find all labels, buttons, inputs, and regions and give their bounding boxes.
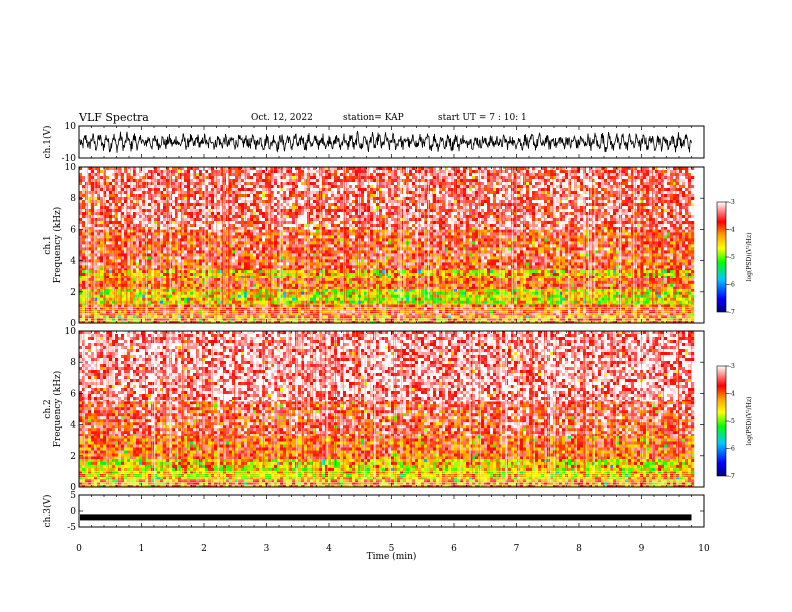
colorbar-tick-label: -7 xyxy=(729,309,735,316)
ch2-spectrogram-y-tick-label: 6 xyxy=(70,389,76,399)
ch1-spectrogram-y-tick-label: 4 xyxy=(70,257,76,267)
ch1-spectrogram-y-tick-label: 2 xyxy=(70,288,76,298)
ch1-spectrogram-y-label: ch.1 xyxy=(43,235,53,254)
ch2-spectrogram-cells xyxy=(79,331,695,488)
colorbar-tick-label: -7 xyxy=(729,473,735,480)
x-tick-label: 3 xyxy=(264,544,270,554)
ch2-spectrogram-y-tick-label: 10 xyxy=(65,327,77,337)
ch3-waveform-y-tick-label: 5 xyxy=(70,491,76,501)
x-tick-label: 9 xyxy=(639,544,645,554)
colorbar-tick-label: -6 xyxy=(729,446,735,453)
ch1-spectrogram-cells xyxy=(79,167,695,324)
colorbar-tick-label: -5 xyxy=(729,254,735,261)
x-tick-label: 2 xyxy=(201,544,207,554)
x-tick-label: 0 xyxy=(76,544,82,554)
ch3-waveform-y-tick-label: -5 xyxy=(67,523,76,533)
ch1-waveform-y-tick-label: -10 xyxy=(62,154,77,164)
ch3-waveform-y-label: ch.3(V) xyxy=(42,495,53,528)
ch3-waveform-trace xyxy=(80,514,692,521)
ch1-spectrogram-y-tick-label: 8 xyxy=(70,194,76,204)
ch1-spectrogram-colorbar-label: log(PSD)(V²/Hz) xyxy=(746,233,753,282)
colorbar-tick-label: -4 xyxy=(729,391,735,398)
ch1-waveform-y-tick-label: 10 xyxy=(65,122,77,132)
ch2-spectrogram-y-tick-label: 4 xyxy=(70,421,76,431)
ch2-spectrogram-colorbar xyxy=(716,365,727,477)
start-time-label: start UT = 7 : 10: 1 xyxy=(438,113,527,123)
figure-title: VLF Spectra xyxy=(79,111,149,124)
x-tick-label: 5 xyxy=(389,544,395,554)
station-label: station= KAP xyxy=(343,113,404,123)
x-tick-label: 10 xyxy=(698,544,710,554)
x-tick-label: 1 xyxy=(139,544,145,554)
x-tick-label: 8 xyxy=(576,544,582,554)
ch3-waveform-y-tick-label: 0 xyxy=(70,507,76,517)
ch2-spectrogram-streaks xyxy=(83,331,692,487)
ch2-spectrogram-y-tick-label: 2 xyxy=(70,452,76,462)
x-tick-label: 7 xyxy=(514,544,520,554)
colorbar-tick-label: -6 xyxy=(729,282,735,289)
ch1-spectrogram-y-tick-label: 6 xyxy=(70,225,76,235)
ch1-spectrogram-y-label: Frequency (kHz) xyxy=(52,207,63,284)
ch1-spectrogram-y-tick-label: 10 xyxy=(65,163,77,173)
colorbar-tick-label: -4 xyxy=(729,227,735,234)
x-tick-label: 4 xyxy=(326,544,332,554)
colorbar-tick-label: -3 xyxy=(729,199,735,206)
ch1-spectrogram-colorbar xyxy=(716,201,727,313)
ch2-spectrogram-y-tick-label: 0 xyxy=(70,483,76,493)
ch2-spectrogram-colorbar-label: log(PSD)(V²/Hz) xyxy=(746,397,753,446)
ch1-spectrogram-y-tick-label: 0 xyxy=(70,319,76,329)
ch1-spectrogram-streaks xyxy=(86,167,689,323)
ch3-waveform-frame xyxy=(78,494,705,528)
x-axis-label: Time (min) xyxy=(367,551,417,562)
colorbar-tick-label: -3 xyxy=(729,363,735,370)
ch1-waveform-y-label: ch.1(V) xyxy=(42,126,53,159)
colorbar-tick-label: -5 xyxy=(729,418,735,425)
x-tick-label: 6 xyxy=(451,544,457,554)
ch2-spectrogram-y-label: Frequency (kHz) xyxy=(52,371,63,448)
date-label: Oct. 12, 2022 xyxy=(251,113,313,123)
ch1-waveform-trace xyxy=(79,130,692,153)
ch2-spectrogram-y-tick-label: 8 xyxy=(70,358,76,368)
ch2-spectrogram-y-label: ch.2 xyxy=(43,399,53,418)
